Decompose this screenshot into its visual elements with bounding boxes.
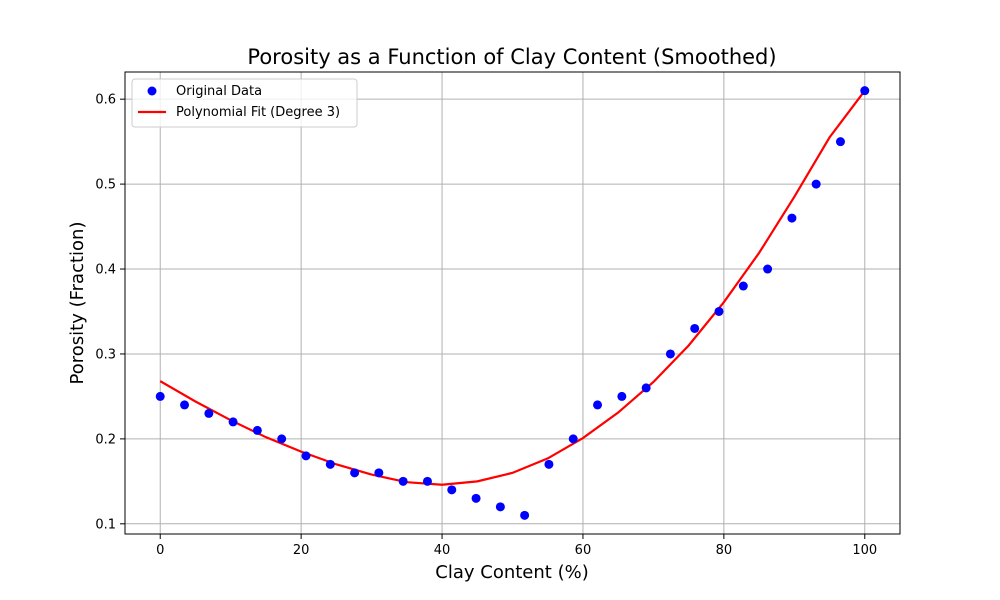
chart-title: Porosity as a Function of Clay Content (… bbox=[247, 45, 776, 69]
data-point bbox=[422, 476, 432, 486]
data-point bbox=[811, 179, 821, 189]
legend-marker-original-data bbox=[147, 86, 157, 96]
fit-layer bbox=[159, 90, 866, 486]
y-tick-label: 0.2 bbox=[95, 432, 116, 447]
x-tick-label: 40 bbox=[434, 543, 451, 558]
ticks: 0 20 40 60 80 100 0.1 0.2 0.3 0.4 0.5 0.6 bbox=[95, 93, 877, 558]
data-point bbox=[277, 434, 287, 444]
data-point bbox=[593, 400, 603, 410]
x-tick-label: 100 bbox=[852, 543, 877, 558]
plot-area-frame bbox=[124, 71, 901, 535]
data-point bbox=[155, 391, 165, 401]
data-point bbox=[690, 323, 700, 333]
legend-label-polynomial-fit: Polynomial Fit (Degree 3) bbox=[176, 105, 340, 120]
data-point bbox=[738, 281, 748, 291]
data-point bbox=[860, 86, 870, 96]
x-tick-label: 80 bbox=[716, 543, 733, 558]
x-tick-label: 60 bbox=[575, 543, 592, 558]
legend-box bbox=[131, 78, 358, 128]
data-point bbox=[180, 400, 190, 410]
data-point bbox=[228, 417, 238, 427]
data-point bbox=[471, 493, 481, 503]
data-point bbox=[325, 459, 335, 469]
data-point bbox=[350, 468, 360, 478]
data-point bbox=[714, 306, 724, 316]
y-tick-label: 0.4 bbox=[95, 263, 116, 278]
data-point bbox=[204, 408, 214, 418]
data-point bbox=[495, 502, 505, 512]
data-point bbox=[617, 391, 627, 401]
data-point bbox=[301, 451, 311, 461]
data-point bbox=[520, 510, 530, 520]
y-tick-label: 0.5 bbox=[95, 178, 116, 193]
points-layer bbox=[155, 86, 870, 520]
data-point bbox=[568, 434, 578, 444]
x-axis-label: Clay Content (%) bbox=[435, 562, 588, 583]
y-tick-label: 0.3 bbox=[95, 347, 116, 362]
data-point bbox=[544, 459, 554, 469]
data-point bbox=[787, 213, 797, 223]
legend: Original Data Polynomial Fit (Degree 3) bbox=[131, 78, 358, 128]
data-point bbox=[447, 485, 457, 495]
y-tick-label: 0.6 bbox=[95, 93, 116, 108]
data-point bbox=[398, 476, 408, 486]
data-point bbox=[835, 137, 845, 147]
polynomial-fit-line bbox=[159, 90, 866, 486]
data-point bbox=[252, 425, 262, 435]
data-point bbox=[641, 383, 651, 393]
y-tick-label: 0.1 bbox=[95, 517, 116, 532]
data-point bbox=[763, 264, 773, 274]
data-point bbox=[665, 349, 675, 359]
data-point bbox=[374, 468, 384, 478]
x-tick-label: 0 bbox=[156, 543, 164, 558]
y-axis-label: Porosity (Fraction) bbox=[67, 222, 88, 385]
legend-label-original-data: Original Data bbox=[176, 84, 262, 99]
x-tick-label: 20 bbox=[293, 543, 310, 558]
